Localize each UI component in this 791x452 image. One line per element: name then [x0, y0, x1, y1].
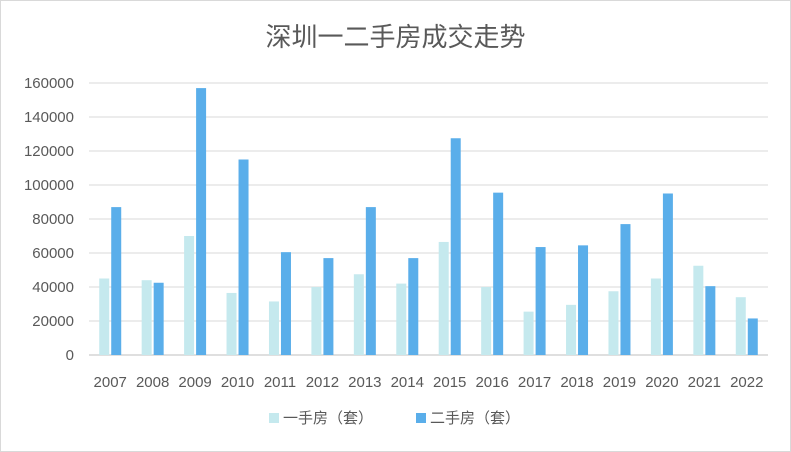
bar-second-hand — [153, 282, 164, 355]
bar-second-hand — [705, 286, 716, 355]
bar-second-hand — [238, 159, 249, 355]
x-tick-label: 2021 — [688, 374, 721, 391]
bar-new-home — [268, 301, 279, 355]
x-tick-label: 2007 — [94, 374, 127, 391]
bar-new-home — [566, 304, 577, 355]
bar-new-home — [311, 287, 322, 355]
bar-second-hand — [280, 252, 291, 355]
bar-second-hand — [493, 192, 504, 355]
legend-swatch — [416, 413, 426, 423]
x-tick-label: 2014 — [391, 374, 424, 391]
bar-second-hand — [408, 258, 419, 355]
x-tick-label: 2011 — [264, 374, 296, 391]
bar-new-home — [184, 236, 195, 355]
bar-second-hand — [535, 247, 546, 355]
y-tick-label: 80000 — [32, 211, 74, 228]
x-tick-label: 2018 — [560, 374, 593, 391]
bar-new-home — [141, 280, 152, 355]
x-tick-label: 2010 — [221, 374, 254, 391]
y-tick-label: 20000 — [32, 313, 74, 330]
x-tick-label: 2012 — [306, 374, 339, 391]
y-tick-label: 160000 — [24, 75, 74, 92]
bar-second-hand — [323, 258, 334, 355]
y-tick-label: 40000 — [32, 279, 74, 296]
bar-second-hand — [620, 224, 631, 355]
y-tick-label: 100000 — [24, 177, 74, 194]
bar-second-hand — [365, 207, 376, 355]
x-tick-label: 2019 — [603, 374, 636, 391]
bar-new-home — [693, 265, 704, 355]
bar-new-home — [99, 278, 110, 355]
chart-title: 深圳一二手房成交走势 — [265, 23, 526, 53]
bar-second-hand — [662, 193, 673, 355]
bar-new-home — [226, 292, 237, 355]
bar-new-home — [735, 297, 746, 355]
y-tick-label: 60000 — [32, 245, 74, 262]
bar-second-hand — [450, 138, 461, 355]
bar-new-home — [481, 287, 492, 355]
x-tick-label: 2020 — [645, 374, 678, 391]
bar-second-hand — [578, 245, 589, 355]
x-tick-label: 2022 — [730, 374, 763, 391]
bar-new-home — [608, 291, 619, 355]
y-tick-label: 0 — [66, 347, 74, 364]
legend-swatch — [269, 413, 279, 423]
y-tick-label: 120000 — [24, 143, 74, 160]
bar-new-home — [353, 274, 364, 355]
legend-label: 二手房（套） — [430, 409, 520, 427]
bar-second-hand — [196, 88, 207, 355]
x-tick-label: 2009 — [178, 374, 211, 391]
x-tick-label: 2013 — [348, 374, 381, 391]
legend-label: 一手房（套） — [283, 409, 373, 427]
x-tick-label: 2016 — [475, 374, 508, 391]
x-tick-label: 2017 — [518, 374, 551, 391]
bar-new-home — [396, 283, 407, 355]
bar-second-hand — [747, 318, 758, 355]
bar-new-home — [438, 241, 449, 355]
x-tick-label: 2015 — [433, 374, 466, 391]
bar-new-home — [523, 311, 534, 355]
bar-second-hand — [111, 207, 122, 355]
bar-new-home — [650, 278, 661, 355]
x-tick-label: 2008 — [136, 374, 169, 391]
y-tick-label: 140000 — [24, 109, 74, 126]
